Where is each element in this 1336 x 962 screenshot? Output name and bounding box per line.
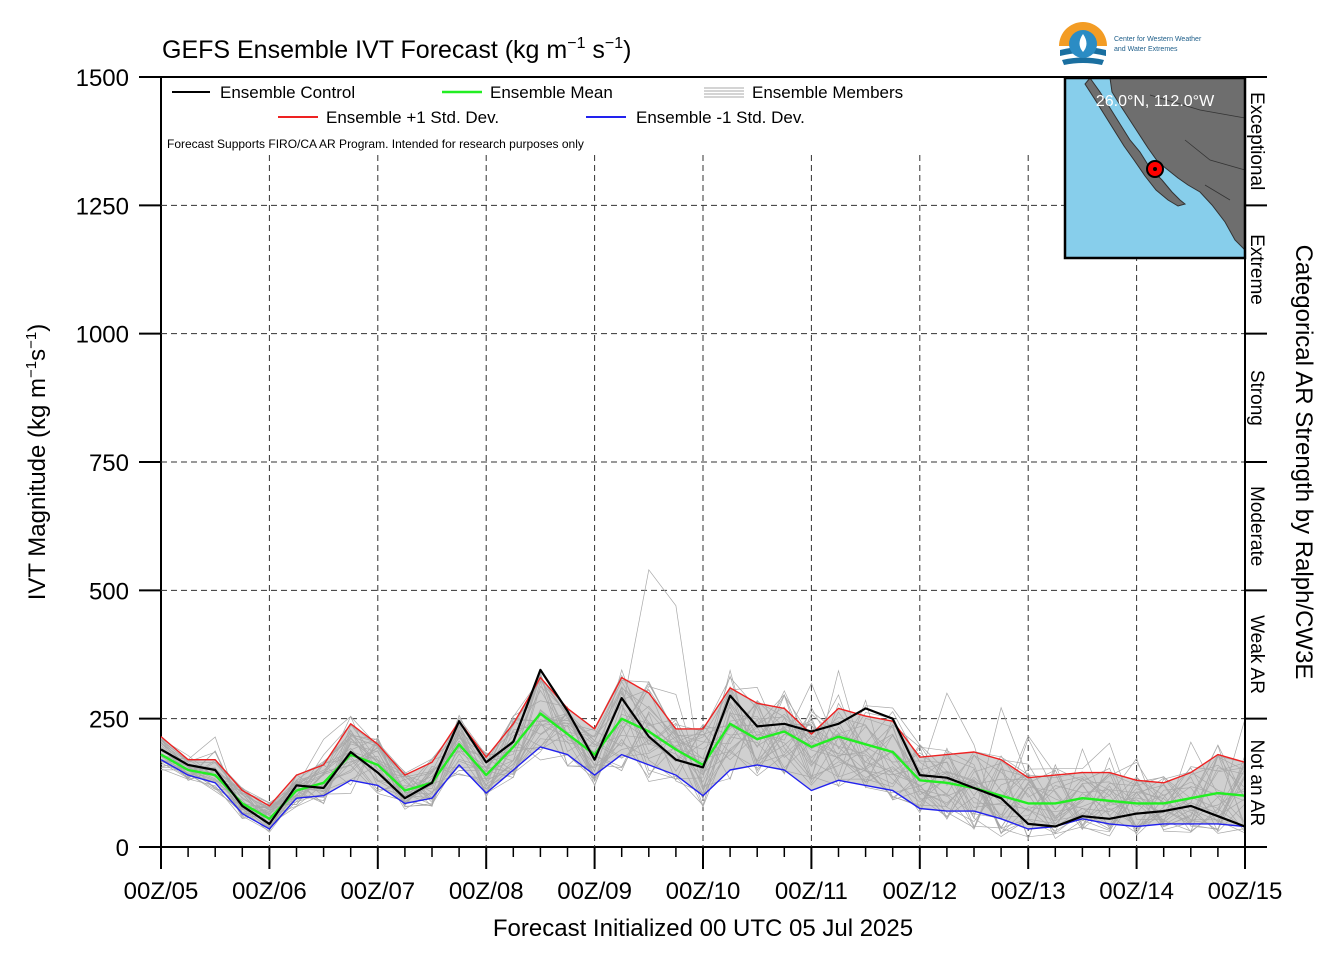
legend-item-mean: Ensemble Mean	[442, 83, 613, 102]
y-tick-label: 1250	[76, 193, 129, 220]
ar-category-label: Strong	[1246, 370, 1267, 426]
ensemble-member-line	[160, 680, 1246, 830]
x-tick-label: 00Z/12	[882, 878, 957, 905]
x-tick-label: 00Z/13	[991, 878, 1066, 905]
cw3e-logo: Center for Western Weather and Water Ext…	[1058, 22, 1202, 72]
legend: Ensemble Control Ensemble Mean Ensemble …	[167, 83, 903, 151]
x-tick-label: 00Z/05	[124, 878, 199, 905]
x-axis-label: Forecast Initialized 00 UTC 05 Jul 2025	[493, 915, 913, 942]
ensemble-control-line	[160, 668, 1246, 828]
ensemble-member-line	[160, 690, 1246, 835]
legend-item-members: Ensemble Members	[704, 83, 903, 102]
legend-item-plus-std: Ensemble +1 Std. Dev.	[278, 108, 499, 127]
ensemble-member-line	[160, 689, 1246, 825]
inset-location-label: 26.0°N, 112.0°W	[1096, 93, 1215, 110]
ar-category-axis: Not an AR Weak AR Moderate Strong Extreme Exc…	[1244, 76, 1267, 848]
inset-land	[1109, 77, 1246, 252]
legend-label-control: Ensemble Control	[220, 83, 355, 102]
ensemble-member-line	[160, 712, 1246, 823]
series-lines	[160, 668, 1246, 830]
ar-category-label: Not an AR	[1246, 740, 1267, 827]
y-tick-label: 500	[89, 578, 129, 605]
x-axis: 00Z/05 00Z/06 00Z/07 00Z/08 00Z/09 00Z/10 00Z/…	[124, 847, 1283, 905]
grid-lines	[161, 155, 1245, 847]
location-inset-map: 26.0°N, 112.0°W	[1063, 76, 1247, 260]
std-dev-envelope	[161, 677, 1245, 829]
plus-std-line	[160, 676, 1246, 807]
ar-category-label: Moderate	[1246, 486, 1267, 566]
x-tick-label: 00Z/07	[340, 878, 415, 905]
ensemble-member-line	[160, 694, 1246, 820]
x-tick-label: 00Z/10	[666, 878, 741, 905]
ensemble-member-line	[160, 675, 1246, 835]
y-tick-label: 750	[89, 450, 129, 477]
y-tick-label: 1000	[76, 322, 129, 349]
y-axis-label: IVT Magnitude (kg m−1s−1)	[23, 324, 51, 601]
ensemble-member-line	[160, 669, 1246, 831]
ensemble-member-line	[160, 706, 1246, 834]
x-tick-label: 00Z/14	[1099, 878, 1174, 905]
x-tick-label: 00Z/08	[449, 878, 524, 905]
legend-label-mean: Ensemble Mean	[490, 83, 613, 102]
x-tick-label: 00Z/06	[232, 878, 307, 905]
ensemble-member-line	[160, 677, 1246, 828]
logo-line-2: and Water Extremes	[1114, 46, 1178, 53]
ensemble-member-line	[160, 674, 1246, 824]
legend-label-plus-std: Ensemble +1 Std. Dev.	[326, 108, 499, 127]
ensemble-members	[160, 568, 1246, 841]
x-tick-label: 00Z/11	[775, 878, 848, 905]
ar-category-label: Exceptional	[1246, 92, 1267, 190]
y-axis: 0 250 500 750 1000 1250 1500	[76, 65, 161, 862]
ar-category-label: Weak AR	[1246, 615, 1267, 694]
logo-line-1: Center for Western Weather	[1114, 36, 1202, 43]
ensemble-member-line	[160, 705, 1246, 834]
ensemble-member-line	[160, 675, 1246, 830]
ar-category-label: Extreme	[1246, 234, 1267, 305]
legend-item-minus-std: Ensemble -1 Std. Dev.	[586, 108, 805, 127]
y-tick-label: 1500	[76, 65, 129, 92]
chart-title: GEFS Ensemble IVT Forecast (kg m−1 s−1)	[162, 35, 632, 64]
y-tick-label: 0	[116, 835, 129, 862]
legend-item-control: Ensemble Control	[172, 83, 355, 102]
right-axis-label: Categorical AR Strength by Ralph/CW3E	[1290, 245, 1317, 680]
std-dev-band	[161, 677, 1245, 829]
ensemble-member-line	[160, 686, 1246, 840]
research-note: Forecast Supports FIRO/CA AR Program. In…	[167, 137, 584, 151]
x-tick-label: 00Z/09	[557, 878, 632, 905]
legend-label-minus-std: Ensemble -1 Std. Dev.	[636, 108, 805, 127]
inset-borders	[1149, 94, 1246, 201]
x-tick-label: 00Z/15	[1208, 878, 1283, 905]
y-tick-label: 250	[89, 707, 129, 734]
inset-peninsula	[1084, 77, 1187, 207]
legend-label-members: Ensemble Members	[752, 83, 903, 102]
